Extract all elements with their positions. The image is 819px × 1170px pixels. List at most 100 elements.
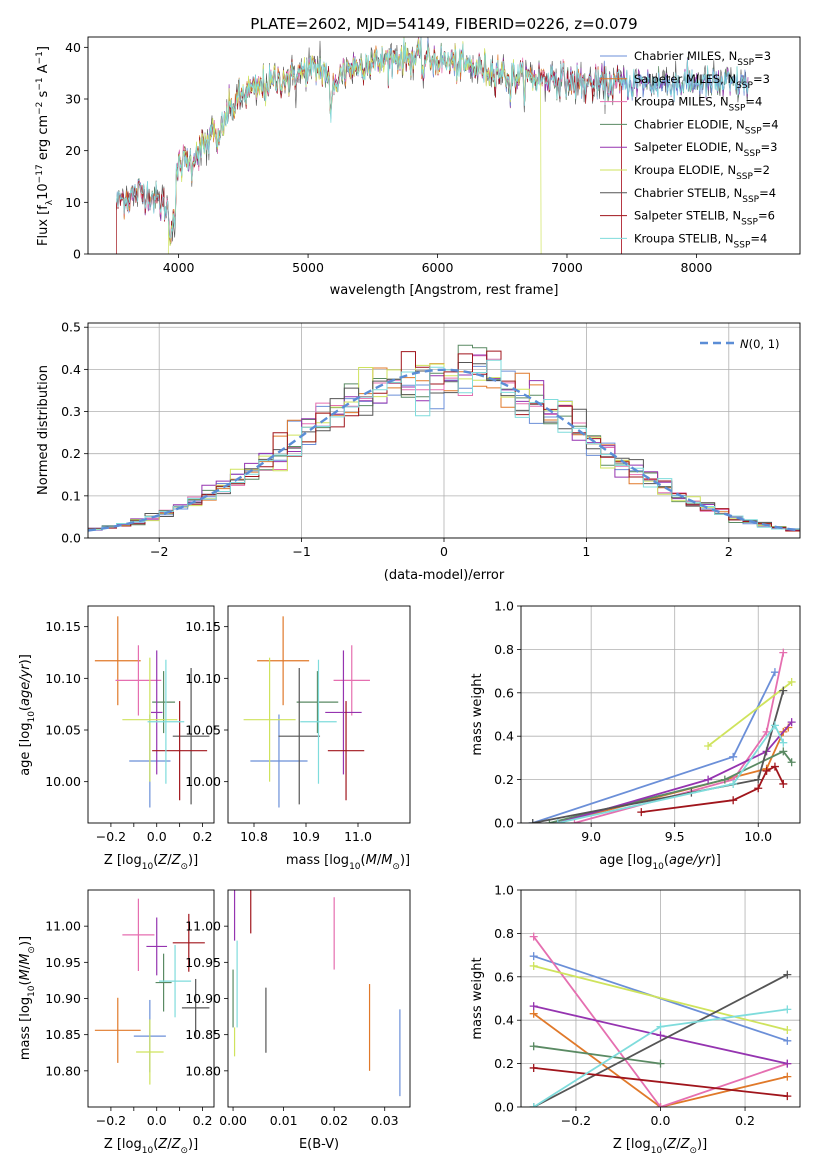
panel-spectrum: 4000 5000 6000 7000 8000 0 10 20 30 40 wavelength … bbox=[35, 36, 801, 298]
weight-marker bbox=[779, 779, 788, 788]
weight-line bbox=[557, 721, 793, 823]
weight-marker bbox=[783, 1025, 792, 1034]
weight-line bbox=[533, 973, 788, 1107]
x-tick-label: 0.2 bbox=[193, 829, 213, 844]
x-tick-label: 11.0 bbox=[344, 829, 372, 844]
histogram-step bbox=[88, 350, 800, 533]
plot-area-mass_vs_ebv bbox=[232, 890, 401, 1097]
y-tick-label: 10.10 bbox=[185, 671, 221, 686]
x-tick-label: 0.0 bbox=[651, 1113, 671, 1128]
weight-marker bbox=[787, 718, 796, 727]
x-tick-label: −1 bbox=[292, 544, 310, 559]
axes-frame bbox=[87, 889, 215, 1108]
x-tick-label: 0.01 bbox=[270, 1113, 298, 1128]
weight-marker bbox=[637, 808, 646, 817]
y-tick-label: 40 bbox=[65, 40, 81, 55]
x-axis-label: E(B-V) bbox=[299, 1137, 339, 1152]
y-tick-label: 10.90 bbox=[45, 991, 81, 1006]
axes-frame bbox=[87, 605, 215, 824]
y-tick-label: 10.15 bbox=[45, 619, 81, 634]
y-axis-label: Flux [fλ10−17 erg cm−2 s−1 A−1] bbox=[35, 46, 55, 246]
weight-marker bbox=[529, 932, 538, 941]
x-tick-label: 10.0 bbox=[744, 829, 772, 844]
legend-label: Kroupa STELIB, NSSP=4 bbox=[634, 231, 767, 250]
plot-area-weight_vs_age bbox=[521, 606, 800, 823]
y-tick-label: 1.0 bbox=[494, 599, 514, 614]
weight-marker bbox=[783, 970, 792, 979]
y-tick-label: 10.00 bbox=[185, 774, 221, 789]
x-axis-label: mass [log10(M/M⊙)] bbox=[286, 853, 410, 872]
y-tick-label: 10.00 bbox=[45, 774, 81, 789]
y-axis-label: mass weight bbox=[470, 673, 485, 755]
y-tick-label: 0 bbox=[73, 247, 81, 262]
weight-marker bbox=[720, 775, 729, 784]
y-tick-label: 0.5 bbox=[61, 320, 81, 335]
weight-marker bbox=[553, 819, 562, 823]
y-tick-label: 0.0 bbox=[494, 1100, 514, 1115]
panel-mass_vs_ebv: 0.00 0.01 0.02 0.03 10.80 10.85 10.90 10.95 11.0… bbox=[185, 889, 411, 1152]
x-tick-label: 9.0 bbox=[581, 829, 601, 844]
y-tick-label: 11.00 bbox=[185, 919, 221, 934]
weight-marker bbox=[529, 961, 538, 970]
weight-marker bbox=[754, 784, 763, 793]
y-tick-label: 10.15 bbox=[185, 619, 221, 634]
y-tick-label: 0.4 bbox=[61, 362, 81, 377]
weight-marker bbox=[762, 766, 771, 775]
y-tick-label: 0.2 bbox=[494, 772, 514, 787]
y-axis-label: age [log10(age/yr)] bbox=[18, 654, 37, 776]
x-axis-label: Z [log10(Z/Z⊙)] bbox=[104, 853, 198, 872]
x-tick-label: 4000 bbox=[163, 260, 195, 275]
y-tick-label: 10.80 bbox=[185, 1063, 221, 1078]
x-tick-label: 5000 bbox=[292, 260, 324, 275]
x-tick-label: 6000 bbox=[422, 260, 454, 275]
legend-label: N(0, 1) bbox=[740, 337, 780, 351]
x-tick-label: 1 bbox=[582, 544, 590, 559]
axes-frame bbox=[87, 322, 801, 539]
plot-area-age_vs_mass bbox=[243, 616, 370, 808]
figure-title: PLATE=2602, MJD=54149, FIBERID=0226, z=0… bbox=[250, 15, 637, 33]
x-tick-label: 8000 bbox=[681, 260, 713, 275]
gaussian-reference bbox=[88, 368, 800, 532]
weight-line bbox=[549, 750, 793, 823]
weight-marker bbox=[787, 677, 796, 686]
y-tick-label: 0.4 bbox=[494, 1013, 514, 1028]
y-tick-label: 10.85 bbox=[185, 1027, 221, 1042]
x-axis-label: Z [log10(Z/Z⊙)] bbox=[613, 1137, 707, 1156]
spectrum-line bbox=[116, 37, 749, 239]
legend-label: Chabrier ELODIE, NSSP=4 bbox=[634, 117, 779, 136]
y-tick-label: 30 bbox=[65, 92, 81, 107]
y-tick-label: 0.0 bbox=[61, 531, 81, 546]
weight-marker bbox=[783, 1072, 792, 1081]
x-tick-label: 2 bbox=[725, 544, 733, 559]
plot-area-age_vs_Z bbox=[94, 616, 210, 808]
panel-weight_vs_age: 9.0 9.5 10.0 0.0 0.2 0.4 0.6 0.8 1.0 mass weight a… bbox=[470, 599, 801, 872]
weight-line bbox=[533, 1067, 788, 1098]
x-tick-label: 9.5 bbox=[665, 829, 685, 844]
y-tick-label: 11.00 bbox=[45, 919, 81, 934]
weight-marker bbox=[729, 796, 738, 805]
weight-marker bbox=[529, 1042, 538, 1051]
weight-marker bbox=[729, 752, 738, 761]
weight-marker bbox=[729, 779, 738, 788]
y-tick-label: 0.0 bbox=[494, 816, 514, 831]
weight-marker bbox=[783, 1092, 792, 1101]
x-tick-label: 0.00 bbox=[219, 1113, 247, 1128]
weight-line bbox=[533, 1012, 788, 1107]
legend-label: Salpeter STELIB, NSSP=6 bbox=[634, 209, 775, 228]
weight-marker bbox=[656, 1031, 665, 1040]
x-tick-label: 10.9 bbox=[292, 829, 320, 844]
panel-weight_vs_Z: −0.2 0.0 0.2 0.0 0.2 0.4 0.6 0.8 1.0 mass weight Z… bbox=[470, 883, 801, 1156]
x-tick-label: 0.03 bbox=[371, 1113, 399, 1128]
plot-area-weight_vs_Z bbox=[521, 890, 800, 1107]
legend-label: Salpeter ELODIE, NSSP=3 bbox=[634, 140, 777, 159]
x-tick-label: 7000 bbox=[551, 260, 583, 275]
weight-line bbox=[557, 723, 785, 823]
x-tick-label: 0.2 bbox=[193, 1113, 213, 1128]
weight-marker bbox=[770, 721, 779, 730]
weight-marker bbox=[754, 775, 763, 784]
panels: 4000 5000 6000 7000 8000010203040wavelength … bbox=[18, 36, 801, 1156]
x-tick-label: 0.0 bbox=[147, 1113, 167, 1128]
axes-frame bbox=[520, 605, 801, 824]
x-axis-label: age [log10(age/yr)] bbox=[599, 853, 721, 872]
